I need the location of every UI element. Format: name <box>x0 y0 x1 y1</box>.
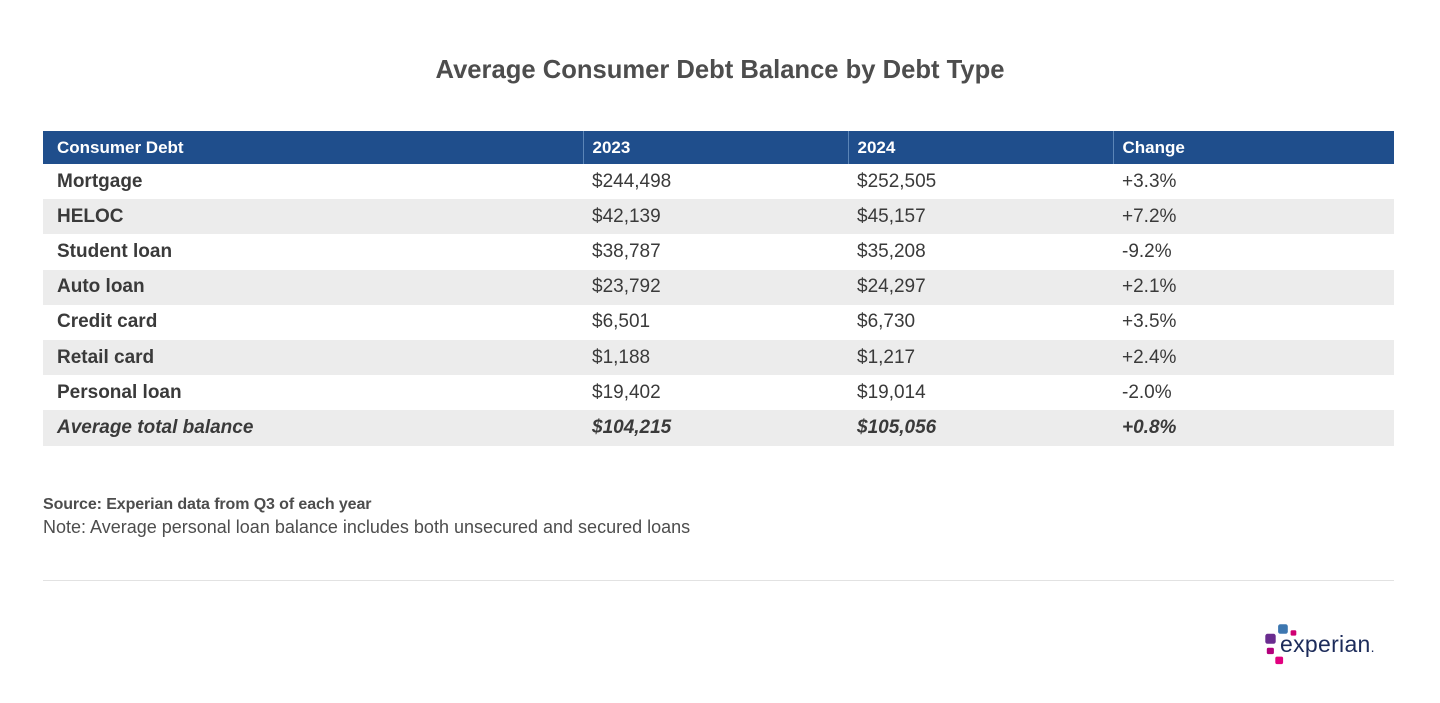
svg-text:experian.: experian. <box>1280 631 1375 657</box>
